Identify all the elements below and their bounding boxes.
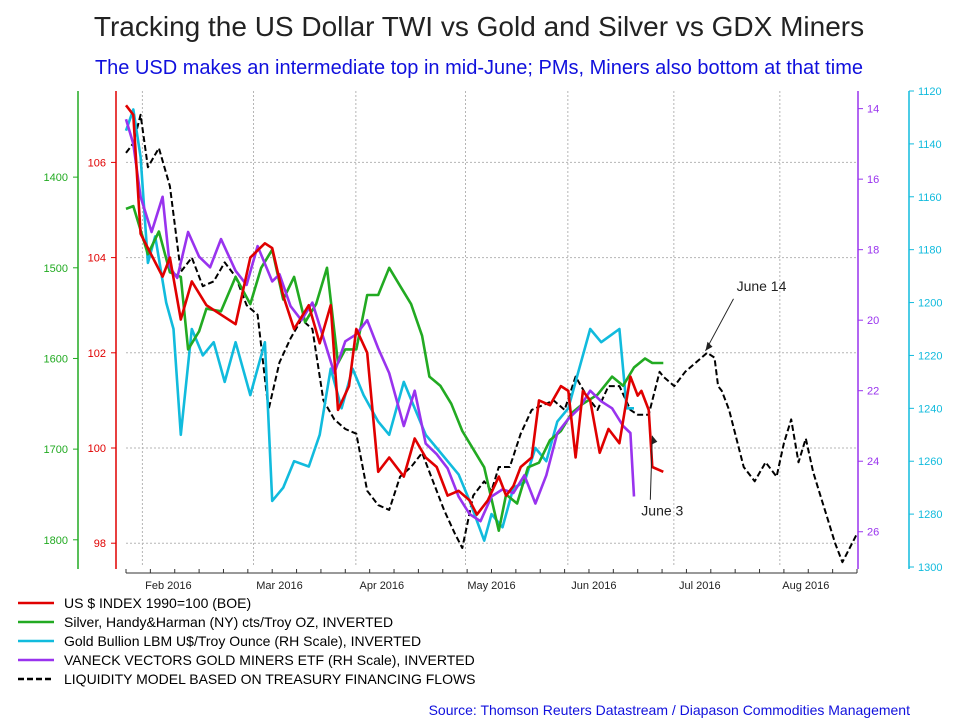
legend-label-0: US $ INDEX 1990=100 (BOE): [64, 595, 251, 611]
series-line-3: [124, 118, 636, 523]
gdx-tick-label-0: 14: [867, 104, 879, 116]
gold-tick-label-4: 1200: [918, 298, 942, 310]
legend-label-2: Gold Bullion LBM U$/Troy Ounce (RH Scale…: [64, 633, 421, 649]
gdx-tick-label-5: 24: [867, 456, 879, 468]
legend-label-1: Silver, Handy&Harman (NY) cts/Troy OZ, I…: [64, 614, 393, 630]
source-text: Source: Thomson Reuters Datastream / Dia…: [429, 702, 911, 718]
gold-tick-label-2: 1160: [918, 192, 942, 204]
usd-tick-label-1: 100: [88, 443, 106, 455]
usd-tick-label-2: 102: [88, 348, 106, 360]
silver-tick-label-4: 1800: [44, 535, 68, 547]
gdx-tick-label-6: 26: [867, 527, 879, 539]
x-tick-label-1: Mar 2016: [256, 580, 302, 592]
silver-tick-label-0: 1400: [44, 172, 68, 184]
gdx-tick-label-4: 22: [867, 386, 879, 398]
legend-label-3: VANECK VECTORS GOLD MINERS ETF (RH Scale…: [64, 652, 475, 668]
annotation-label-0: June 14: [737, 278, 787, 294]
x-tick-label-4: Jun 2016: [571, 580, 616, 592]
gold-tick-label-8: 1280: [918, 509, 942, 521]
silver-tick-label-3: 1700: [44, 444, 68, 456]
usd-tick-label-3: 104: [88, 253, 106, 265]
gold-tick-label-3: 1180: [918, 245, 942, 257]
gold-tick-label-7: 1260: [918, 456, 942, 468]
silver-tick-label-2: 1600: [44, 353, 68, 365]
annotations: June 14 June 3: [641, 278, 786, 519]
series-line-liquidity: [125, 113, 858, 564]
x-tick-label-3: May 2016: [467, 580, 515, 592]
x-tick-label-0: Feb 2016: [145, 580, 191, 592]
x-tick-label-2: Apr 2016: [360, 580, 405, 592]
annotation-arrowhead-1: [651, 435, 658, 445]
gdx-tick-label-3: 20: [867, 315, 879, 327]
usd-tick-label-4: 106: [88, 157, 106, 169]
gold-tick-label-0: 1120: [918, 86, 942, 98]
annotation-arrowhead-0: [705, 341, 713, 351]
series-line-1: [125, 204, 664, 532]
chart-subtitle: The USD makes an intermediate top in mid…: [95, 57, 863, 79]
grid: [126, 91, 857, 567]
gdx-tick-label-1: 16: [867, 174, 879, 186]
axes: Feb 2016 Mar 2016 Apr 2016 May 2016 Jun 2016…: [44, 86, 943, 592]
gold-tick-label-1: 1140: [918, 139, 942, 151]
annotation-label-1: June 3: [641, 503, 683, 519]
gold-tick-label-5: 1220: [918, 350, 942, 362]
gdx-tick-label-2: 18: [867, 245, 879, 257]
gold-tick-label-6: 1240: [918, 403, 942, 415]
series-line-2: [124, 108, 634, 542]
annotation-arrow-0: [705, 298, 734, 352]
x-tick-label-6: Aug 2016: [782, 580, 829, 592]
series-line-0: [124, 104, 664, 516]
silver-tick-label-1: 1500: [44, 263, 68, 275]
x-tick-label-5: Jul 2016: [679, 580, 721, 592]
series-group: [124, 104, 858, 564]
gold-tick-label-9: 1300: [918, 562, 942, 574]
chart-title: Tracking the US Dollar TWI vs Gold and S…: [94, 11, 864, 42]
legend-label-4: LIQUIDITY MODEL BASED ON TREASURY FINANC…: [64, 671, 476, 687]
annotation-arrow-1: [649, 435, 653, 500]
usd-tick-label-0: 98: [94, 538, 106, 550]
legend: US $ INDEX 1990=100 (BOE) Silver, Handy&H…: [18, 595, 476, 687]
